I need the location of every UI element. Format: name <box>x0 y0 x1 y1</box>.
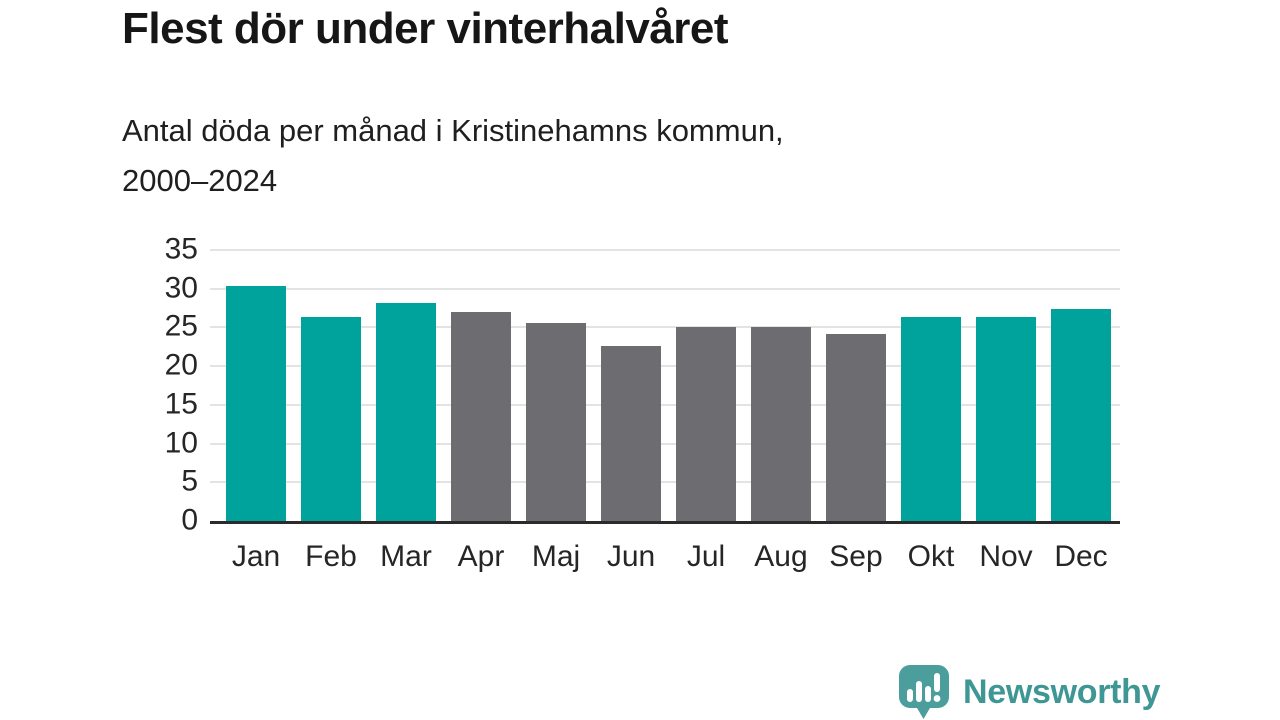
bar-jul <box>676 326 736 521</box>
gridline-15 <box>210 403 1120 406</box>
chart-subtitle: Antal döda per månad i Kristinehamns kom… <box>122 106 784 206</box>
y-axis-label-20: 20 <box>164 348 198 382</box>
x-axis-label-sep: Sep <box>829 540 883 573</box>
x-axis-label-jul: Jul <box>686 540 726 573</box>
bar-jan <box>226 285 286 521</box>
plot-area <box>210 249 1120 524</box>
x-axis-label-apr: Apr <box>457 540 505 573</box>
y-axis-label-25: 25 <box>164 309 198 343</box>
gridline-10 <box>210 442 1120 445</box>
y-axis-label-30: 30 <box>164 271 198 305</box>
x-axis-label-aug: Aug <box>754 540 808 573</box>
x-axis-label-okt: Okt <box>907 540 955 573</box>
y-axis-label-15: 15 <box>164 387 198 421</box>
gridline-5 <box>210 481 1120 484</box>
x-axis-label-dec: Dec <box>1054 540 1108 573</box>
chart-title: Flest dör under vinterhalvåret <box>122 4 729 53</box>
bar-mar <box>376 302 436 521</box>
y-axis-label-0: 0 <box>181 503 198 537</box>
y-axis: 35 30 25 20 15 10 5 0 <box>110 232 198 536</box>
x-axis-label-feb: Feb <box>305 540 357 573</box>
bar-apr <box>451 311 511 521</box>
bar-dec <box>1051 308 1111 521</box>
bar-jun <box>601 346 661 521</box>
gridline-30 <box>210 287 1120 290</box>
chart-subtitle-line-2: 2000–2024 <box>122 163 278 198</box>
x-axis-label-jun: Jun <box>606 540 656 573</box>
bar-aug <box>751 326 811 521</box>
bar-maj <box>526 322 586 521</box>
y-axis-label-35: 35 <box>164 232 198 266</box>
x-axis-label-mar: Mar <box>380 540 432 573</box>
x-axis-label-maj: Maj <box>531 540 581 573</box>
newsworthy-logo-icon <box>899 665 949 719</box>
gridline-20 <box>210 365 1120 368</box>
bar-feb <box>301 316 361 521</box>
x-axis-label-nov: Nov <box>979 540 1033 573</box>
chart-subtitle-line-1: Antal döda per månad i Kristinehamns kom… <box>122 113 784 148</box>
newsworthy-logo-text: Newsworthy <box>963 673 1161 711</box>
bar-sep <box>826 334 886 521</box>
newsworthy-logo: Newsworthy <box>898 664 1161 720</box>
x-axis-label-jan: Jan <box>231 540 281 573</box>
x-axis: Jan Feb Mar Apr Maj Jun Jul Aug Sep Okt Nov Dec <box>210 540 1120 580</box>
bar-okt <box>901 316 961 521</box>
y-axis-label-10: 10 <box>164 425 198 459</box>
gridline-35 <box>210 249 1120 251</box>
gridline-25 <box>210 326 1120 329</box>
y-axis-label-5: 5 <box>181 464 198 498</box>
bar-nov <box>976 316 1036 521</box>
